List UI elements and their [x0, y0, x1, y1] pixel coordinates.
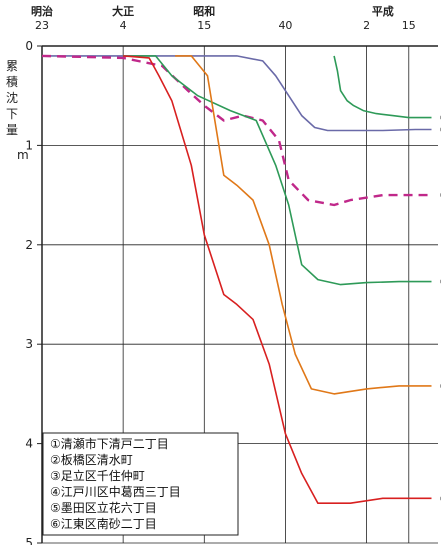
series-line-5: [175, 55, 432, 395]
series-line-3: [41, 54, 432, 207]
legend-entry-4: ④江戸川区中葛西三丁目: [50, 484, 181, 499]
series-line-1: [333, 55, 432, 119]
y-tick-label: 2: [25, 238, 33, 252]
series-line-2: [42, 55, 432, 132]
series-end-markers: ①② ③ ④ ⑤ ⑥: [440, 112, 441, 506]
legend-entry-6: ⑥江東区南砂二丁目: [50, 516, 157, 531]
legend-entry-1: ①清瀬市下清戸二丁目: [50, 436, 169, 451]
series-line-6: [123, 55, 432, 505]
series-end-marker-4: ④: [440, 276, 441, 289]
y-tick-label: 4: [25, 437, 33, 451]
series-end-marker-2: ②: [440, 123, 441, 136]
series-end-marker-6: ⑥: [440, 492, 441, 505]
legend: ①清瀬市下清戸二丁目 ②板橋区清水町③足立区千住仲町④江戸川区中葛西三丁目⑤墨田区…: [42, 432, 239, 536]
era-label: 明治: [31, 4, 53, 18]
year-label: 2: [363, 19, 370, 32]
y-tick-label: 3: [25, 337, 33, 351]
era-label: 昭和: [193, 4, 215, 18]
year-label: 40: [278, 19, 292, 32]
y-tick-label: 1: [25, 138, 33, 152]
y-axis-label-char: 積: [6, 74, 18, 89]
era-labels: 明治 大正 昭和 平成: [31, 4, 394, 18]
series-line-4: [123, 55, 432, 286]
y-axis-label-char: 沈: [6, 90, 18, 105]
legend-entry-2: ②板橋区清水町: [50, 453, 133, 467]
era-label: 大正: [112, 4, 134, 18]
y-tick-label: 0: [25, 39, 33, 53]
y-axis-unit: m: [17, 148, 29, 162]
year-label: 15: [197, 19, 211, 32]
y-axis-label-char: 下: [6, 107, 18, 121]
y-axis-label-char: 累: [6, 59, 18, 73]
legend-box: [42, 432, 239, 536]
era-label: 平成: [372, 4, 394, 18]
series-end-marker-3: ③: [440, 189, 441, 202]
series-group: [41, 54, 432, 505]
plot-frame: [41, 45, 438, 543]
year-labels: 23 4 15 40 2 15: [35, 19, 416, 32]
y-axis-label-char: 量: [6, 123, 18, 137]
series-end-marker-1: ①: [440, 112, 441, 125]
year-label: 4: [120, 19, 127, 32]
series-end-marker-5: ⑤: [440, 380, 441, 393]
y-axis: 0 1 2 3 4 5: [25, 39, 42, 545]
year-label: 15: [402, 19, 416, 32]
year-label: 23: [35, 19, 49, 32]
y-tick-label: 5: [25, 536, 33, 545]
legend-entry-5: ⑤墨田区立花六丁目: [50, 500, 157, 515]
legend-entry-3: ③足立区千住仲町: [50, 468, 145, 483]
